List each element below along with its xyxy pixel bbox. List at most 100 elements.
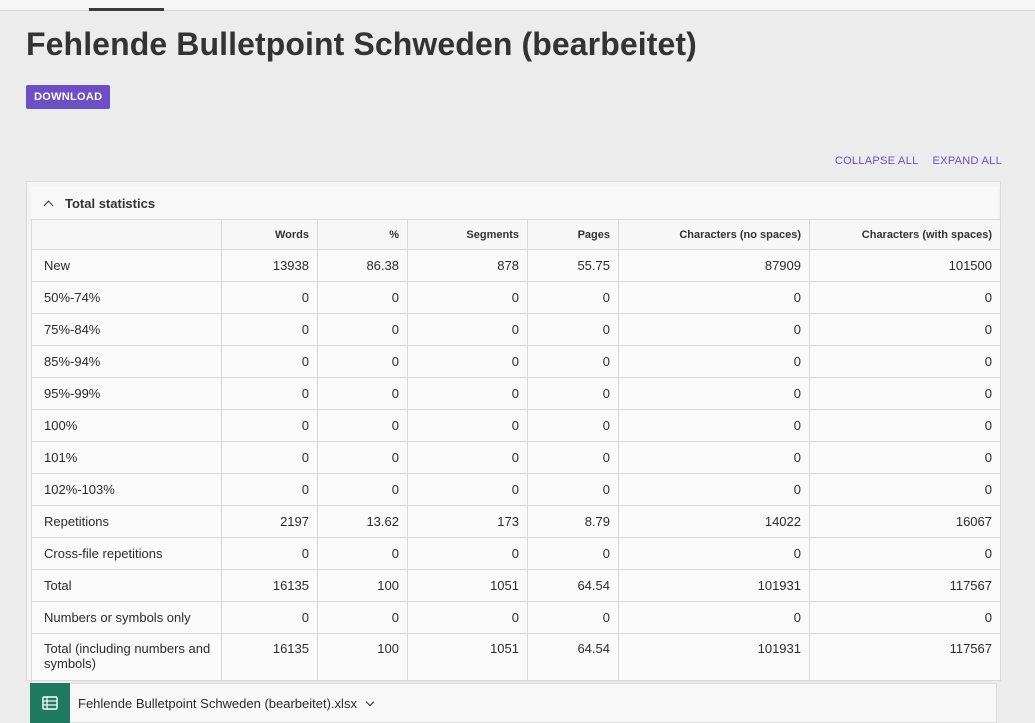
table-cell: 0 — [317, 313, 408, 346]
table-row: 95%-99% 0 0 0 0 0 0 — [31, 377, 1001, 410]
table-cell: 117567 — [809, 633, 1001, 681]
table-cell: 0 — [317, 281, 408, 314]
table-cell: 101931 — [618, 633, 810, 681]
total-statistics-panel: Total statistics Words% Segments Pages Char… — [26, 181, 1001, 681]
table-cell: 0 — [221, 345, 318, 378]
table-cell: 0 — [618, 377, 810, 410]
table-cell: 101500 — [809, 249, 1001, 282]
table-cell: 0 — [527, 313, 619, 346]
table-cell: 0 — [317, 409, 408, 442]
table-cell: 173 — [407, 505, 528, 538]
table-cell: 0 — [221, 537, 318, 570]
table-cell: 0 — [618, 345, 810, 378]
table-cell: 0 — [618, 601, 810, 634]
table-row: 50%-74% 0 0 0 0 0 0 — [31, 281, 1001, 314]
table-row: Total 16135 100 1051 64.54 101931 117567 — [31, 569, 1001, 602]
table-cell: 0 — [618, 537, 810, 570]
table-row: 100% 0 0 0 0 0 0 — [31, 409, 1001, 442]
table-cell: 0 — [809, 601, 1001, 634]
table-cell: 0 — [527, 281, 619, 314]
expand-all-link[interactable]: EXPAND ALL — [932, 155, 1002, 167]
table-cell: 0 — [221, 313, 318, 346]
row-label: New — [31, 249, 222, 282]
row-label: 102%-103% — [31, 473, 222, 506]
table-cell: 55.75 — [527, 249, 619, 282]
table-cell: 2197 — [221, 505, 318, 538]
table-body: New 13938 86.38 878 55.75 87909 101500 50%-74% 0… — [31, 249, 1001, 681]
table-cell: 86.38 — [317, 249, 408, 282]
row-label: 101% — [31, 441, 222, 474]
table-cell: 0 — [221, 409, 318, 442]
column-header: % — [317, 219, 408, 250]
column-header: Words — [221, 219, 318, 250]
table-cell: 0 — [317, 473, 408, 506]
row-label: Numbers or symbols only — [31, 601, 222, 634]
column-header: Pages — [527, 219, 619, 250]
table-cell: 13938 — [221, 249, 318, 282]
table-cell: 0 — [527, 601, 619, 634]
table-cell: 0 — [527, 537, 619, 570]
table-cell: 117567 — [809, 569, 1001, 602]
table-cell: 0 — [407, 441, 528, 474]
table-cell: 0 — [618, 313, 810, 346]
table-cell: 64.54 — [527, 569, 619, 602]
top-navigation-bar — [0, 0, 1035, 11]
table-cell: 0 — [407, 281, 528, 314]
table-cell: 0 — [809, 281, 1001, 314]
statistics-table: Words% Segments Pages Characters (no spaces… — [31, 219, 1001, 681]
table-cell: 0 — [407, 345, 528, 378]
table-row: 101% 0 0 0 0 0 0 — [31, 441, 1001, 474]
row-label: 95%-99% — [31, 377, 222, 410]
table-cell: 0 — [618, 409, 810, 442]
chevron-up-icon — [43, 200, 54, 210]
table-cell: 100 — [317, 633, 408, 681]
file-row[interactable]: Fehlende Bulletpoint Schweden (bearbeite… — [30, 683, 997, 723]
table-cell: 14022 — [618, 505, 810, 538]
table-cell: 0 — [221, 473, 318, 506]
row-label: 50%-74% — [31, 281, 222, 314]
table-cell: 0 — [317, 441, 408, 474]
table-cell: 16135 — [221, 569, 318, 602]
table-cell: 0 — [527, 441, 619, 474]
column-header-label — [31, 219, 222, 250]
column-header: Characters (with spaces) — [809, 219, 1001, 250]
table-cell: 0 — [407, 409, 528, 442]
table-cell: 13.62 — [317, 505, 408, 538]
table-row: 75%-84% 0 0 0 0 0 0 — [31, 313, 1001, 346]
row-label: Repetitions — [31, 505, 222, 538]
column-header: Segments — [407, 219, 528, 250]
row-label: 75%-84% — [31, 313, 222, 346]
table-row: New 13938 86.38 878 55.75 87909 101500 — [31, 249, 1001, 282]
row-label: 85%-94% — [31, 345, 222, 378]
table-cell: 0 — [221, 281, 318, 314]
table-row: Cross-file repetitions 0 0 0 0 0 0 — [31, 537, 1001, 570]
table-cell: 0 — [317, 377, 408, 410]
table-cell: 0 — [407, 601, 528, 634]
table-cell: 0 — [527, 409, 619, 442]
table-cell: 0 — [809, 441, 1001, 474]
download-button[interactable]: DOWNLOAD — [26, 85, 111, 109]
table-cell: 0 — [317, 537, 408, 570]
table-cell: 1051 — [407, 569, 528, 602]
table-cell: 16135 — [221, 633, 318, 681]
table-cell: 0 — [527, 345, 619, 378]
table-cell: 0 — [618, 441, 810, 474]
table-cell: 0 — [809, 473, 1001, 506]
page-title: Fehlende Bulletpoint Schweden (bearbeite… — [26, 26, 697, 62]
column-header: Characters (no spaces) — [618, 219, 810, 250]
table-cell: 0 — [527, 473, 619, 506]
table-cell: 87909 — [618, 249, 810, 282]
table-row: Total (including numbers and symbols) 161… — [31, 633, 1001, 681]
table-cell: 16067 — [809, 505, 1001, 538]
table-row: 102%-103% 0 0 0 0 0 0 — [31, 473, 1001, 506]
row-label: Cross-file repetitions — [31, 537, 222, 570]
total-statistics-header[interactable]: Total statistics — [31, 187, 998, 219]
table-cell: 0 — [618, 281, 810, 314]
table-cell: 0 — [407, 377, 528, 410]
table-cell: 0 — [221, 601, 318, 634]
collapse-all-link[interactable]: COLLAPSE ALL — [834, 155, 919, 167]
table-cell: 8.79 — [527, 505, 619, 538]
table-cell: 0 — [317, 345, 408, 378]
table-cell: 0 — [809, 409, 1001, 442]
chevron-down-icon[interactable] — [365, 697, 375, 706]
